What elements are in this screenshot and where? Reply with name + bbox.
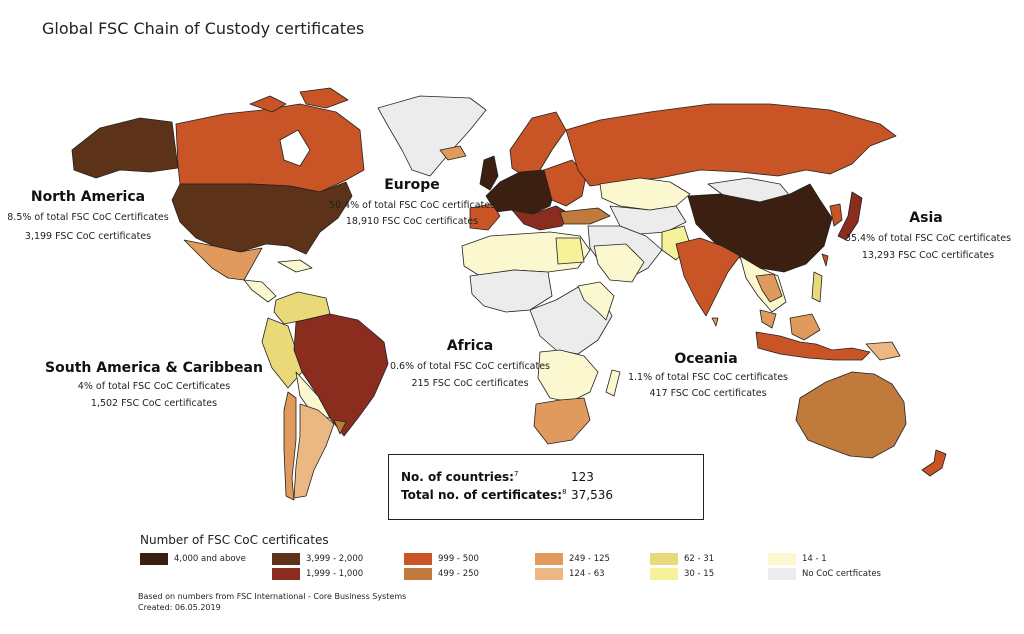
map-title: Global FSC Chain of Custody certificates [42, 19, 365, 38]
legend-swatch [404, 568, 432, 580]
central-america [243, 279, 277, 303]
iberia [469, 203, 501, 231]
region-south-america-name: South America & Caribbean [45, 360, 263, 376]
legend-label: 124 - 63 [569, 569, 605, 579]
philippines [811, 271, 823, 303]
australia [795, 371, 907, 459]
new-guinea [865, 341, 901, 361]
usa [171, 181, 353, 255]
region-asia-count: 13,293 FSC CoC certificates [861, 250, 995, 261]
uk [479, 155, 499, 191]
korea [829, 203, 843, 227]
legend-swatch [535, 553, 563, 565]
south-africa [533, 397, 591, 445]
region-north-america-count: 3,199 FSC CoC certificates [24, 231, 152, 242]
countries-label: No. of countries:7 [401, 470, 519, 484]
legend-title: Number of FSC CoC certificates [140, 533, 329, 547]
certificates-footnote: 8 [562, 488, 567, 496]
legend-swatch [272, 553, 300, 565]
legend-label: 499 - 250 [438, 569, 479, 579]
egypt [555, 237, 585, 265]
legend-swatch [768, 553, 796, 565]
legend-label: 1,999 - 1,000 [306, 569, 364, 579]
source-notes: Based on numbers from FSC International … [138, 591, 406, 613]
legend-swatch [650, 553, 678, 565]
region-africa-count: 215 FSC CoC certificates [411, 378, 529, 389]
new-zealand [921, 449, 947, 477]
brazil [293, 313, 389, 437]
region-oceania-name: Oceania [674, 351, 738, 367]
legend-swatch [140, 553, 168, 565]
uruguay [333, 419, 347, 435]
sri-lanka [711, 317, 719, 327]
region-europe-count: 18,910 FSC CoC certificates [345, 216, 479, 227]
southern-africa-mid [537, 349, 599, 403]
countries-footnote: 7 [513, 470, 519, 478]
region-asia-name: Asia [909, 210, 943, 226]
region-north-america-share: 8.5% of total FSC CoC Certificates [7, 212, 169, 223]
region-oceania-count: 417 FSC CoC certificates [649, 388, 767, 399]
certificates-value: 37,536 [571, 488, 613, 502]
india [675, 237, 741, 317]
region-africa-name: Africa [446, 338, 494, 354]
scandinavia [509, 111, 567, 177]
east-africa [577, 281, 615, 321]
canada-hudson [279, 129, 311, 167]
legend-label: 999 - 500 [438, 554, 479, 564]
taiwan [821, 253, 829, 267]
region-south-america-count: 1,502 FSC CoC certificates [90, 398, 218, 409]
saudi-arabia [593, 243, 645, 283]
legend-label: 3,999 - 2,000 [306, 554, 364, 564]
created-date: Created: 06.05.2019 [138, 603, 221, 612]
region-africa-share: 0.6% of total FSC CoC certificates [389, 361, 551, 372]
alaska [71, 117, 179, 179]
japan [837, 191, 863, 241]
source-note: Based on numbers from FSC International … [138, 592, 407, 601]
certificates-label: Total no. of certificates:8 [401, 488, 567, 502]
caribbean [277, 259, 313, 273]
eastern-europe [543, 159, 587, 207]
legend-swatch [650, 568, 678, 580]
vietnam-thailand [755, 273, 783, 303]
region-south-america-share: 4% of total FSC CoC Certificates [77, 381, 231, 392]
madagascar [605, 369, 621, 397]
region-europe-name: Europe [384, 177, 440, 193]
summary-box: No. of countries:7 123 Total no. of cert… [388, 454, 704, 520]
malaysia [759, 309, 777, 329]
arctic-islands [249, 87, 349, 113]
mexico [183, 239, 263, 281]
turkey [559, 207, 611, 225]
legend-swatch [768, 568, 796, 580]
legend-label: 62 - 31 [684, 554, 715, 564]
indonesia [755, 331, 871, 361]
legend-label: 30 - 15 [684, 569, 715, 579]
chile [283, 391, 297, 501]
legend-swatch [404, 553, 432, 565]
legend-swatch [535, 568, 563, 580]
legend-label: No CoC certficates [802, 569, 881, 579]
region-oceania-share: 1.1% of total FSC CoC certificates [627, 372, 789, 383]
peru-ecuador [261, 317, 303, 389]
region-north-america-name: North America [30, 189, 146, 205]
legend-label: 14 - 1 [802, 554, 827, 564]
legend-swatch [272, 568, 300, 580]
region-europe-share: 50.4% of total FSC CoC certificates [328, 200, 496, 211]
region-asia-share: 35.4% of total FSC CoC certificates [844, 233, 1012, 244]
borneo [789, 313, 821, 341]
legend-label: 4,000 and above [174, 554, 246, 564]
legend-label: 249 - 125 [569, 554, 610, 564]
countries-value: 123 [571, 470, 594, 484]
iceland [439, 145, 467, 161]
argentina [293, 403, 335, 499]
